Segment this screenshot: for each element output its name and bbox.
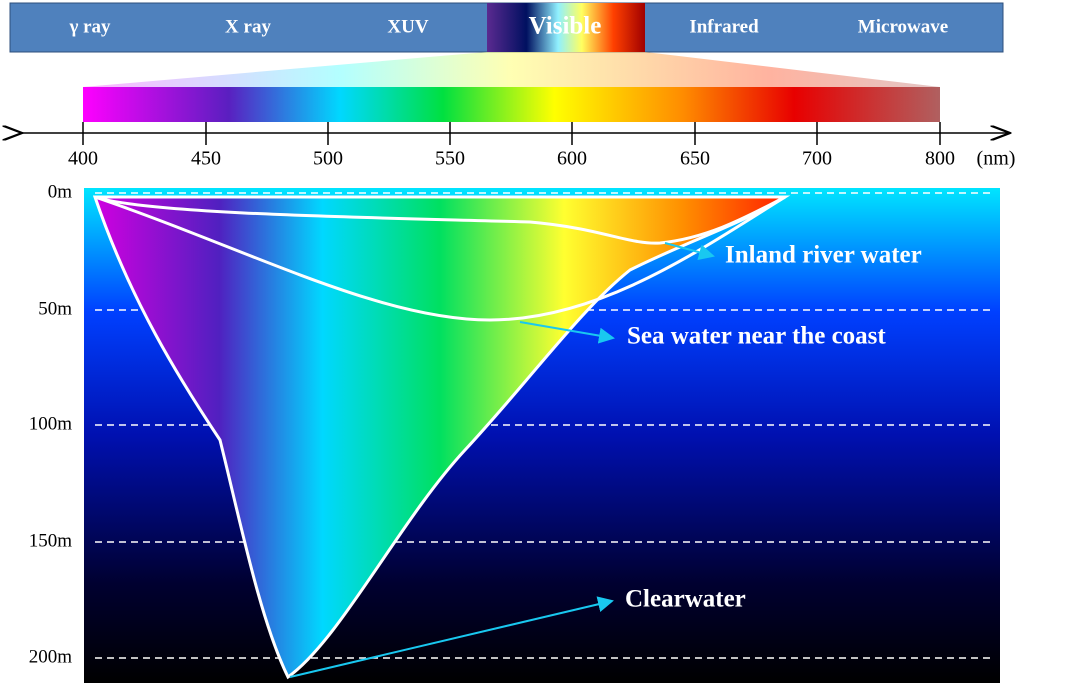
band-label: Infrared	[689, 16, 759, 37]
annotation: Clearwater	[625, 586, 746, 613]
tick-label: 500	[313, 148, 343, 170]
arrow	[664, 242, 715, 261]
unit-label: (nm)	[977, 148, 1016, 170]
river-water-curve	[94, 195, 786, 245]
tick-label: 600	[557, 148, 587, 170]
arrow	[519, 321, 615, 344]
tick-label: 700	[802, 148, 832, 170]
band-label: XUV	[387, 16, 428, 37]
annotation: Inland river water	[725, 242, 922, 269]
band-label: γ ray	[68, 16, 111, 37]
spectrum-bar	[83, 87, 940, 122]
depth-label: 50m	[38, 298, 72, 319]
depth-label: 150m	[29, 530, 73, 551]
band-label: Visible	[529, 13, 602, 40]
tick-label: 800	[925, 148, 955, 170]
sea-water-curve	[94, 195, 786, 322]
tick-label: 450	[191, 148, 221, 170]
visible-band	[487, 3, 645, 52]
depth-label: 100m	[29, 413, 73, 434]
depth-label: 0m	[48, 181, 73, 202]
clearwater-penetration	[92, 195, 791, 680]
zoom-trapezoid	[83, 52, 940, 87]
band-label: X ray	[225, 16, 271, 37]
tick-label: 400	[68, 148, 98, 170]
annotation: Sea water near the coast	[627, 323, 886, 350]
tick-label: 650	[680, 148, 710, 170]
band-label: Microwave	[858, 16, 948, 37]
arrow	[289, 596, 614, 678]
depth-label: 200m	[29, 646, 73, 667]
tick-label: 550	[435, 148, 465, 170]
